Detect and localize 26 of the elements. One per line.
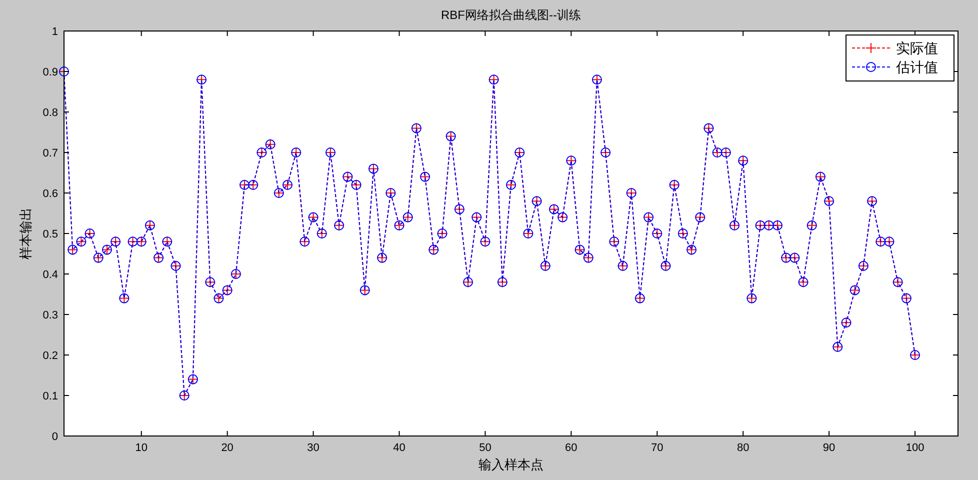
- x-tick-label: 20: [221, 442, 234, 454]
- x-tick-label: 90: [822, 442, 836, 454]
- x-axis-title: 输入样本点: [478, 457, 544, 472]
- y-tick-label: 0.2: [42, 350, 58, 362]
- x-tick-label: 80: [736, 442, 750, 454]
- chart-title: RBF网络拟合曲线图--训练: [441, 8, 581, 22]
- y-tick-label: 0.6: [42, 188, 58, 200]
- legend-label: 实际值: [896, 40, 938, 56]
- y-tick-label: 0: [52, 431, 58, 443]
- x-tick-label: 100: [906, 442, 924, 454]
- y-tick-label: 0.3: [42, 310, 58, 322]
- y-tick-label: 0.4: [42, 269, 58, 281]
- x-tick-label: 40: [393, 442, 406, 454]
- y-tick-label: 0.1: [42, 390, 58, 402]
- x-tick-label: 30: [307, 442, 320, 454]
- y-tick-label: 0.5: [42, 228, 58, 240]
- y-axis-title: 样本输出: [18, 208, 33, 260]
- y-tick-label: 1: [52, 26, 58, 38]
- x-tick-label: 60: [565, 442, 578, 454]
- legend-label: 估计值: [895, 59, 938, 75]
- y-tick-label: 0.8: [42, 107, 58, 119]
- x-tick-label: 10: [135, 442, 148, 454]
- y-tick-label: 0.7: [42, 148, 58, 160]
- x-tick-label: 50: [479, 442, 492, 454]
- y-tick-label: 0.9: [42, 66, 58, 78]
- x-tick-label: 70: [651, 442, 664, 454]
